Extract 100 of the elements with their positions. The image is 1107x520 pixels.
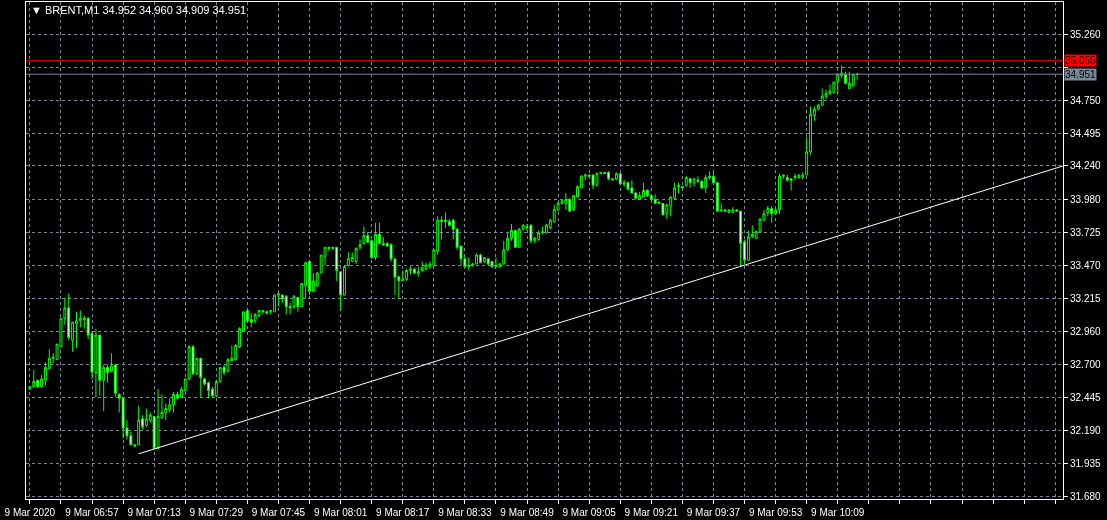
y-tick-label: 34.495 [1070,127,1102,139]
ref-line-label: 35.055 [1065,55,1097,66]
candlestick [292,294,296,310]
candlestick [156,388,160,450]
candlestick [692,178,696,188]
candlestick [680,186,684,189]
candlestick [308,260,311,296]
x-tick-label: 9 Mar 09:05 [562,507,617,518]
y-tick-label: 32.190 [1070,425,1102,437]
candlestick [172,391,176,414]
y-tick-label: 32.445 [1070,392,1102,404]
candlestick [475,253,478,265]
candlestick [797,174,801,179]
x-tick-label: 9 Mar 09:21 [624,507,679,518]
x-tick-label: 9 Mar 08:01 [313,507,368,518]
candlestick [614,171,618,181]
candlestick [828,84,832,95]
candlestick [478,253,482,264]
candlestick [253,312,257,324]
candlestick [731,206,735,213]
candlestick [121,397,125,439]
candlestick [684,175,688,188]
x-tick-label: 9 Mar 07:29 [189,507,244,518]
candlestick [847,71,851,89]
candlestick [820,87,824,106]
candlestick [727,209,731,213]
candlestick [362,226,366,246]
candlestick [482,257,486,264]
candlestick [851,73,855,88]
candlestick [249,312,253,328]
candlestick [529,223,533,244]
candlestick [277,291,280,308]
x-tick-label: 9 Mar 09:37 [686,507,741,518]
candlestick [770,205,774,224]
y-tick-label: 33.215 [1070,292,1102,304]
chart-title: ▼ BRENT,M1 34.952 34.960 34.909 34.951 [31,3,247,16]
candlestick [700,179,704,190]
candlestick [335,246,339,282]
x-tick-label: 9 Mar 10:09 [811,507,865,518]
candlestick [642,182,645,198]
ref-line-label: 34.951 [1065,69,1097,80]
candlestick [265,310,269,315]
candlestick [494,257,498,269]
candlestick [199,357,203,398]
candlestick [517,227,521,248]
candlestick [374,222,377,261]
candlestick [420,260,424,272]
candlestick [739,210,743,268]
x-tick-label: 9 Mar 08:33 [438,507,492,518]
candlestick [207,381,210,399]
candlestick [486,257,490,266]
candlestick [405,268,409,282]
candlestick [568,197,572,213]
candlestick [704,174,708,194]
x-tick-label: 9 Mar 07:13 [127,507,182,518]
candlestick [273,294,277,313]
candlestick [653,193,657,204]
y-tick-label: 32.700 [1070,359,1102,371]
candlestick [677,182,680,194]
candlestick [137,405,141,446]
x-tick-label: 9 Mar 09:53 [748,507,803,518]
y-tick-label: 34.750 [1070,94,1102,106]
candlestick [412,267,416,275]
candlestick [144,408,148,428]
candlestick [191,344,195,376]
candlestick [490,260,494,269]
candlestick [94,328,98,398]
candlestick [591,174,595,190]
x-tick-label: 9 Mar 07:45 [251,507,306,518]
candlestick [32,369,36,389]
y-tick-label: 34.240 [1070,160,1102,172]
y-tick-label: 33.725 [1070,226,1102,238]
candlestick [661,202,665,216]
candlestick [346,251,350,268]
y-tick-label: 33.980 [1070,194,1102,206]
candlestick [284,294,288,315]
candlestick [626,180,630,191]
candlestick [424,262,428,272]
candlestick [688,177,692,189]
candlestick [778,173,781,215]
candlestick [564,192,568,211]
candlestick [416,266,420,278]
y-tick-label: 31.680 [1070,490,1102,502]
candlestick [746,229,750,261]
candlestick [618,173,622,185]
candlestick [467,257,471,272]
candlestick [789,178,793,191]
x-tick-label: 9 Mar 08:49 [500,507,555,518]
candlestick [544,223,548,234]
y-tick-label: 32.960 [1070,325,1102,337]
y-tick-label: 31.935 [1070,458,1102,469]
y-tick-label: 33.470 [1070,259,1102,271]
y-tick-label: 35.260 [1070,28,1102,40]
x-tick-label: 9 Mar 2020 [4,507,56,518]
candlestick [537,229,541,242]
x-tick-label: 9 Mar 08:17 [376,507,430,518]
candlestick [607,170,611,181]
candlestick [595,171,599,188]
x-tick-label: 9 Mar 06:57 [65,507,120,518]
candlestick [75,311,78,349]
